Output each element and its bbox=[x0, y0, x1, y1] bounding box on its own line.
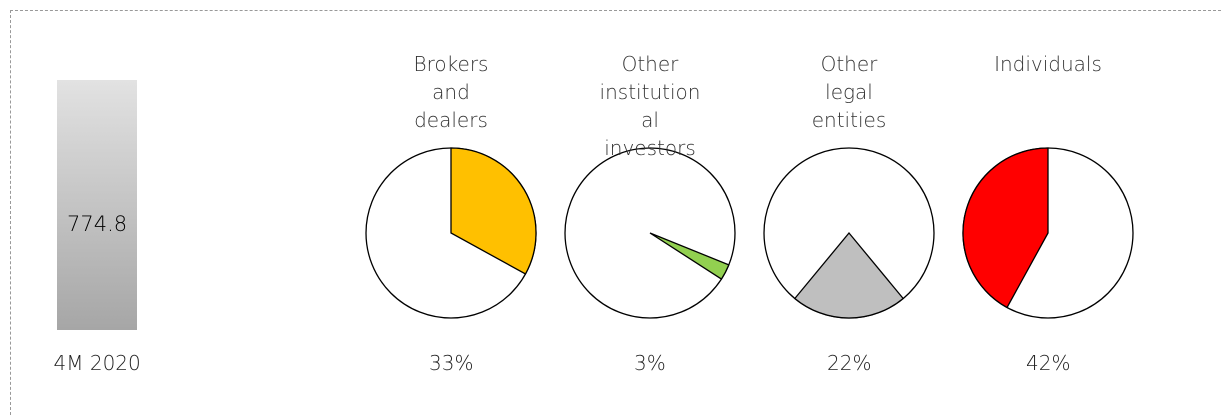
dashed-frame bbox=[10, 10, 1221, 415]
bar-value-label: 774.8 bbox=[67, 212, 128, 236]
pie-slice bbox=[793, 231, 905, 319]
bar bbox=[57, 80, 137, 330]
category-label: 4M 2020 bbox=[53, 351, 141, 375]
pie-slice bbox=[450, 147, 537, 275]
pie-value-label: 3% bbox=[634, 351, 666, 375]
pie-slice bbox=[649, 232, 730, 280]
pie-title: Brokers and dealers bbox=[413, 52, 489, 132]
pie-slice bbox=[962, 147, 1049, 309]
pie-value-label: 42% bbox=[1026, 351, 1071, 375]
pie-title: Individuals bbox=[994, 52, 1102, 76]
pie-title: Other legal entities bbox=[811, 52, 887, 132]
pie-value-label: 22% bbox=[827, 351, 872, 375]
pie-title: Other institutional investors bbox=[599, 52, 701, 160]
pie-value-label: 33% bbox=[429, 351, 474, 375]
